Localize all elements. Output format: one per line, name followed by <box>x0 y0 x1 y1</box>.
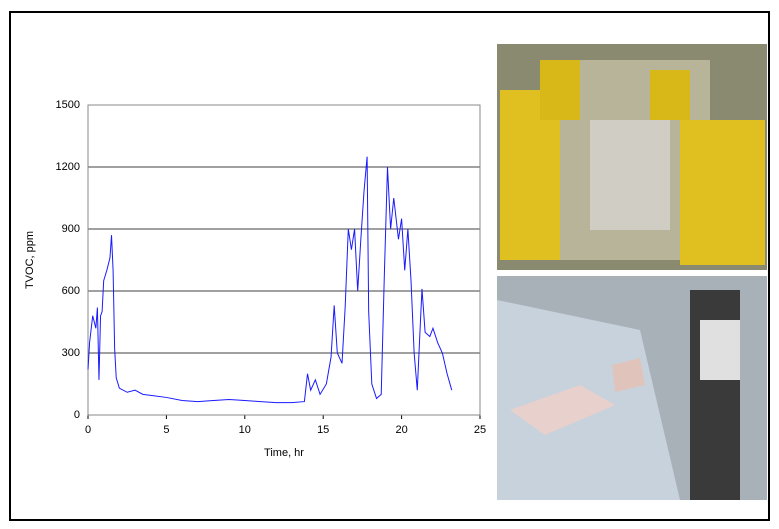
y-axis-label: TVOC, ppm <box>24 231 36 289</box>
data-line <box>88 157 452 403</box>
plot-border <box>88 105 480 415</box>
x-tick-label: 0 <box>85 424 91 436</box>
chart: TVOC, ppm Time, hr 0 300 600 900 1200 1500 0 5 1… <box>0 0 779 524</box>
y-tick-label: 0 <box>74 409 80 421</box>
photo-painting <box>497 276 767 500</box>
x-tick-label: 25 <box>474 424 486 436</box>
page: body { margin: 0; width: 779px; height: … <box>0 0 779 524</box>
page-body: {"chart_data": {"type": "line", "x_label… <box>0 0 779 524</box>
y-tick-label: 900 <box>62 223 80 235</box>
y-tick-label: 600 <box>62 285 80 297</box>
x-tick-label: 20 <box>395 424 407 436</box>
y-tick-label: 300 <box>62 347 80 359</box>
y-tick-label: 1200 <box>56 161 80 173</box>
photo-factory <box>497 44 767 270</box>
x-tick-label: 15 <box>317 424 329 436</box>
y-tick-label: 1500 <box>56 99 80 111</box>
x-tick-label: 10 <box>239 424 251 436</box>
x-tick-label: 5 <box>163 424 169 436</box>
x-axis-label: Time, hr <box>264 447 304 459</box>
